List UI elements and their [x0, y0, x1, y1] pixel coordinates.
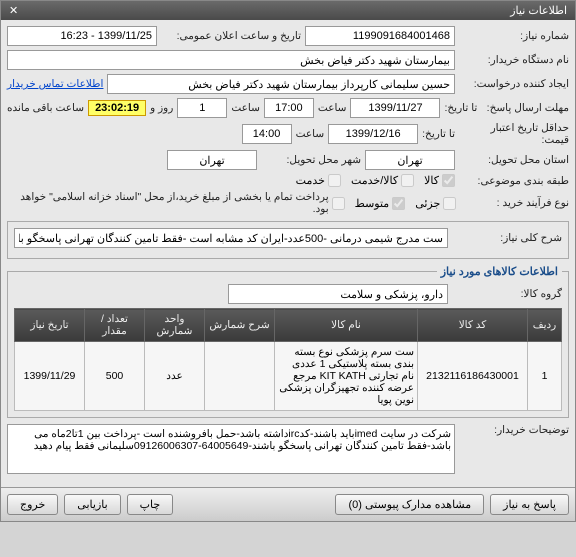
days-field[interactable]	[177, 98, 227, 118]
desc-field[interactable]	[14, 228, 448, 248]
pt-note-checkbox[interactable]: پرداخت تمام یا بخشی از مبلغ خرید،از محل …	[7, 191, 345, 215]
req-no-field[interactable]	[305, 26, 455, 46]
validity-time-field[interactable]	[242, 124, 292, 144]
deadline-date-field[interactable]	[350, 98, 440, 118]
pt-medium-label: متوسط	[355, 197, 390, 210]
category-label: طبقه بندی موضوعی:	[459, 175, 569, 187]
cat-goods-checkbox[interactable]: کالا	[424, 174, 455, 187]
to-date-label: تا تاریخ:	[444, 102, 477, 114]
delivery-city-field[interactable]	[167, 150, 257, 170]
saat-label-2: ساعت	[231, 102, 260, 114]
cat-service-checkbox[interactable]: کالا/خدمت	[351, 174, 414, 187]
bottom-toolbar: پاسخ به نیاز مشاهده مدارک پیوستی (0) چاپ…	[1, 487, 575, 521]
td-name: ست سرم پزشکی نوع بسته بندی بسته پلاستیکی…	[275, 342, 418, 411]
goods-fieldset: اطلاعات کالاهای مورد نیاز گروه کالا: ردی…	[7, 265, 569, 418]
reply-deadline-label: مهلت ارسال پاسخ:	[481, 102, 569, 114]
goods-legend: اطلاعات کالاهای مورد نیاز	[437, 265, 562, 278]
goods-group-field[interactable]	[228, 284, 448, 304]
cat-svc-only-checkbox[interactable]: خدمت	[296, 174, 341, 187]
th-countdesc: شرح شمارش	[205, 309, 275, 342]
pt-medium-checkbox[interactable]: متوسط	[355, 197, 406, 210]
pt-small-checkbox[interactable]: جزئی	[415, 197, 456, 210]
goods-table: ردیف کد کالا نام کالا شرح شمارش واحد شما…	[14, 308, 562, 411]
purchase-type-label: نوع فرآیند خرید :	[460, 197, 569, 209]
announce-field[interactable]	[7, 26, 157, 46]
td-unit: عدد	[145, 342, 205, 411]
announce-label: تاریخ و ساعت اعلان عمومی:	[161, 30, 301, 42]
cat-svc-only-label: خدمت	[296, 174, 325, 187]
buyer-org-label: نام دستگاه خریدار:	[459, 54, 569, 66]
creator-label: ایجاد کننده درخواست:	[459, 78, 569, 90]
th-code: کد کالا	[418, 309, 528, 342]
goods-group-label: گروه کالا:	[452, 288, 562, 300]
reply-button[interactable]: پاسخ به نیاز	[490, 494, 569, 515]
buyer-notes-label: توضیحات خریدار:	[459, 424, 569, 436]
print-button[interactable]: چاپ	[127, 494, 174, 515]
to-date-label-2: تا تاریخ:	[422, 128, 455, 140]
cat-goods-label: کالا	[424, 174, 439, 187]
td-code: 2132116186430001	[418, 342, 528, 411]
td-qty: 500	[85, 342, 145, 411]
window-titlebar: اطلاعات نیاز ✕	[1, 1, 575, 20]
desc-label: شرح کلی نیاز:	[452, 232, 562, 244]
refresh-button[interactable]: بازیابی	[64, 494, 120, 515]
validity-date-field[interactable]	[328, 124, 418, 144]
desc-fieldset: شرح کلی نیاز:	[7, 221, 569, 259]
th-date: تاریخ نیاز	[15, 309, 85, 342]
th-unit: واحد شمارش	[145, 309, 205, 342]
close-icon[interactable]: ✕	[9, 4, 18, 17]
validity-label: حداقل تاریخ اعتبار قیمت:	[459, 122, 569, 146]
attachments-button[interactable]: مشاهده مدارک پیوستی (0)	[335, 494, 484, 515]
table-row[interactable]: 12132116186430001ست سرم پزشکی نوع بسته ب…	[15, 342, 562, 411]
td-idx: 1	[528, 342, 562, 411]
buyer-org-field[interactable]	[7, 50, 455, 70]
cat-service-label: کالا/خدمت	[351, 174, 398, 187]
delivery-prov-field[interactable]	[365, 150, 455, 170]
th-name: نام کالا	[275, 309, 418, 342]
saat-label-1: ساعت	[318, 102, 347, 114]
exit-button[interactable]: خروج	[7, 494, 58, 515]
window-title: اطلاعات نیاز	[510, 4, 567, 17]
delivery-prov-label: استان محل تحویل:	[459, 154, 569, 166]
creator-field[interactable]	[107, 74, 455, 94]
buyer-notes-field[interactable]	[7, 424, 455, 474]
buyer-contact-link[interactable]: اطلاعات تماس خریدار	[7, 78, 103, 90]
pt-small-label: جزئی	[415, 197, 440, 210]
th-idx: ردیف	[528, 309, 562, 342]
td-countdesc	[205, 342, 275, 411]
remain-label: ساعت باقی مانده	[7, 102, 84, 114]
deadline-time-field[interactable]	[264, 98, 314, 118]
pt-note-label: پرداخت تمام یا بخشی از مبلغ خرید،از محل …	[7, 191, 329, 215]
saat-label-3: ساعت	[296, 128, 325, 140]
th-qty: تعداد / مقدار	[85, 309, 145, 342]
req-no-label: شماره نیاز:	[459, 30, 569, 42]
td-date: 1399/11/29	[15, 342, 85, 411]
delivery-city-label: شهر محل تحویل:	[261, 154, 361, 166]
rooz-label: روز و	[150, 102, 173, 114]
countdown-badge: 23:02:19	[88, 100, 146, 116]
